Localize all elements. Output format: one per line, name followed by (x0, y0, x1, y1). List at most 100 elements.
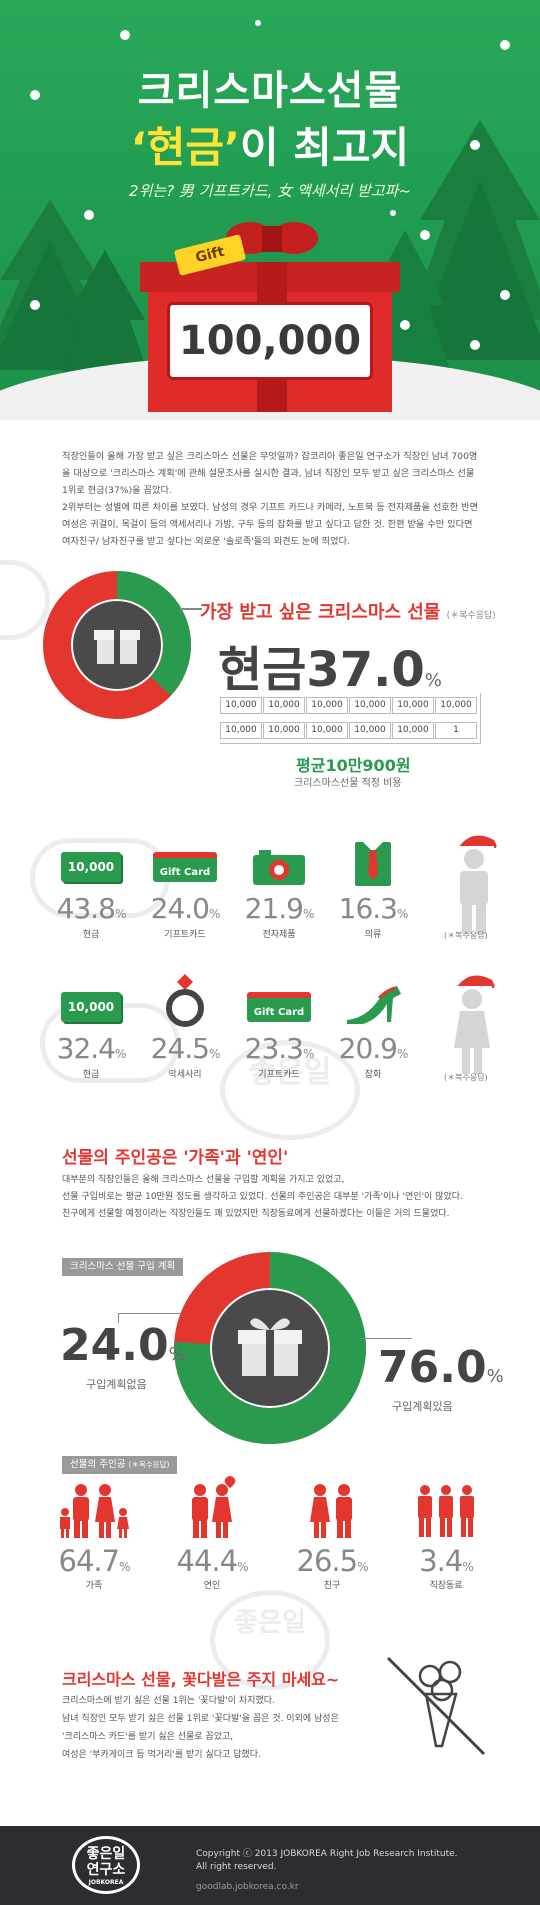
section2-title: 선물의 주인공은 '가족'과 '연인' (62, 1148, 289, 1168)
cash-bill: 10,000 (263, 697, 305, 714)
copyright-line: All right reserved. (196, 1862, 277, 1872)
watermark-logo: 좋은일 (210, 1590, 330, 1690)
cash-bill: 10,000 (392, 722, 434, 739)
snowflake (84, 210, 94, 220)
pct-unit: % (114, 907, 126, 921)
multi-answer-note: (＊복수응답) (444, 1073, 488, 1082)
section3-line: 여성은 '부카게이크 등 먹거리'를 받기 싫다고 답했다. (62, 1750, 261, 1760)
snowflake (30, 300, 40, 310)
snowflake (420, 230, 430, 240)
bracket-line (220, 743, 481, 744)
male-item-value: 43.8 (56, 892, 116, 925)
title-leader-line (180, 608, 202, 610)
pct-unit: % (208, 1047, 220, 1061)
ring-icon (166, 974, 204, 1027)
couple-icon (192, 1476, 236, 1538)
recipient-tag-text: 선물의 주인공 (70, 1459, 126, 1470)
male-item-electronics: 21.9% 전자제품 (234, 846, 324, 940)
recipient-value: 3.4 (419, 1544, 463, 1578)
family-icon (60, 1484, 129, 1538)
gift-card-icon: Gift Card (247, 992, 311, 1022)
intro-paragraph: 직장인들이 올해 가장 받고 싶은 크리스마스 선물은 무엇일까? 잡코리아 좋… (62, 451, 478, 496)
section3-line: '크리스마스 카드'를 받기 싫은 선물로 꼽았고, (62, 1732, 234, 1742)
recipient-lover: 44.4% 연인 (164, 1476, 260, 1591)
female-item-goods: 20.9% 잡화 (328, 980, 418, 1080)
pct-unit: % (119, 1560, 130, 1574)
subtitle: 2위는? 男 기프트카드, 女 액세서리 받고파~ (129, 182, 411, 200)
gift-card-icon: Gift Card (153, 852, 217, 882)
male-item-label: 현금 (82, 930, 100, 940)
cash-icon: 10,000 (61, 992, 121, 1022)
leader-line (360, 1338, 412, 1339)
friends-icon (310, 1484, 352, 1538)
section2-text: 대부분의 직장인들은 올해 크리스마스 선물을 구입할 계획을 가지고 있었고,… (62, 1172, 492, 1223)
cash-bill: 10,000 (306, 697, 348, 714)
intro-text: 직장인들이 올해 가장 받고 싶은 크리스마스 선물은 무엇일까? 잡코리아 좋… (62, 448, 482, 550)
section1-title-text: 가장 받고 싶은 크리스마스 선물 (200, 602, 441, 623)
plan-number: 76.0 (378, 1342, 487, 1393)
pct-unit: % (396, 907, 408, 921)
snowflake (30, 90, 40, 100)
section2-line: 선물 구입비로는 평균 10만원 정도를 생각하고 있었다. 선물의 주인공은 … (62, 1192, 463, 1202)
footer: 좋은일 연구소 JOBKOREA Copyright ⓒ 2013 JOBKOR… (0, 1826, 540, 1905)
gift-box-icon-ribbon (266, 1330, 274, 1376)
recipient-label: 직장동료 (429, 1581, 463, 1591)
pct-unit: % (114, 1047, 126, 1061)
recipient-tag: 선물의 주인공 (＊복수응답) (62, 1456, 178, 1474)
pct-unit: % (357, 1560, 368, 1574)
copyright: Copyright ⓒ 2013 JOBKOREA Right Job Rese… (196, 1848, 458, 1874)
gift-box-icon-ribbon (114, 630, 120, 664)
coworkers-icon (418, 1485, 474, 1537)
main-title: 크리스마스선물 (137, 68, 403, 114)
shirt-tie-icon (355, 842, 391, 886)
section3-text: 크리스마스에 받기 싫은 선물 1위는 '꽃다발'이 차지했다. 남녀 직장인 … (62, 1692, 382, 1764)
male-item-label: 기프트카드 (164, 930, 206, 940)
pct-unit: % (208, 907, 220, 921)
section3-title: 크리스마스 선물, 꽃다발은 주지 마세요~ (62, 1670, 340, 1689)
tree-icon (60, 250, 150, 380)
female-item-accessory: 24.5% 악세사리 (140, 972, 230, 1080)
donut-plan-arc (174, 1252, 366, 1444)
section3-line: 남녀 직장인 모두 받기 싫은 선물 1위로 '꽃다발'을 꼽은 것. 이외에 … (62, 1714, 339, 1724)
site-url[interactable]: goodlab.jobkorea.co.kr (196, 1882, 299, 1892)
cash-bill: 10,000 (220, 697, 262, 714)
camera-icon (253, 850, 305, 885)
section1-value: 현금37.0% (218, 630, 442, 700)
watermark-text: 좋은일 (234, 1608, 306, 1638)
average-budget: 평균10만900원 (296, 756, 411, 775)
section3-line: 크리스마스에 받기 싫은 선물 1위는 '꽃다발'이 차지했다. (62, 1696, 275, 1706)
title-highlight: ‘현금’ (130, 123, 240, 172)
pct-unit: % (396, 1047, 408, 1061)
cash-bill: 10,000 (349, 697, 391, 714)
bracket-line (480, 693, 481, 743)
snowflake (470, 340, 480, 350)
pct-unit: % (424, 670, 442, 691)
section1-title: 가장 받고 싶은 크리스마스 선물 (＊복수응답) (200, 598, 496, 624)
male-item-value: 21.9 (244, 892, 304, 925)
male-item-value: 16.3 (338, 892, 398, 925)
no-plan-label: 구입계획없음 (86, 1378, 147, 1391)
header-banner: 크리스마스선물 ‘현금’이 최고지 2위는? 男 기프트카드, 女 액세서리 받… (0, 0, 540, 420)
female-item-value: 24.5 (150, 1032, 210, 1065)
female-person-icon (454, 975, 502, 1074)
donut-cash-arc (43, 571, 191, 719)
recipient-coworker: 3.4% 직장동료 (398, 1482, 494, 1591)
snowflake (500, 40, 510, 50)
gift-box-icon-bow (250, 1318, 290, 1330)
watermark-logo: 좋은일 (220, 1040, 360, 1140)
pct-unit: % (486, 1366, 504, 1387)
cash-bill: 10,000 (306, 722, 348, 739)
male-item-label: 의류 (364, 930, 382, 940)
gift-amount-card: 100,000 (167, 302, 373, 380)
section2-line: 친구에게 선물할 예정이라는 직장인들도 꽤 있었지만 직장동료에게 선물하겠다… (62, 1209, 450, 1219)
female-item-value: 23.3 (244, 1032, 304, 1065)
no-bouquet-icon (386, 1656, 486, 1756)
multi-answer-note: (＊복수응답) (446, 611, 496, 621)
cash-icon: 10,000 (61, 852, 121, 882)
watermark-text: 좋은일 (248, 1055, 332, 1090)
male-item-cash: 10,000 43.8% 현금 (46, 846, 136, 940)
purchase-plan-donut (174, 1252, 366, 1444)
snowflake (120, 30, 130, 40)
cash-bill: 10,000 (349, 722, 391, 739)
